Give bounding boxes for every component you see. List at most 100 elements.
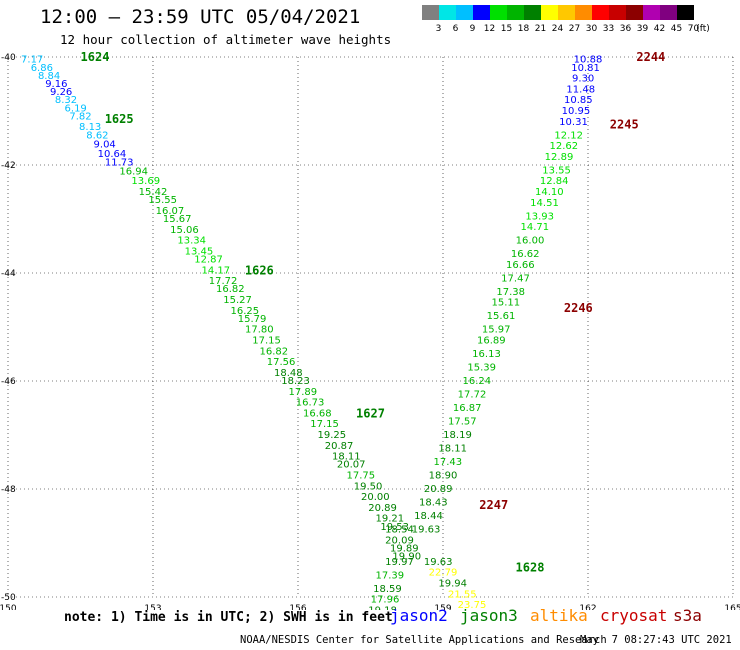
colorbar-level-label: 36: [619, 24, 632, 34]
colorbar-swatch: [473, 5, 490, 20]
colorbar-level-label: 30: [585, 24, 598, 34]
swh-point-right-track: 19.63: [424, 557, 453, 568]
swh-point-right-track: 16.00: [516, 236, 545, 247]
swh-point-left-track: 9.16: [45, 79, 67, 90]
time-label: 1625: [105, 112, 134, 126]
y-tick-label: -50: [1, 593, 16, 603]
swh-point-left-track: 19.97: [385, 557, 414, 568]
swh-point-left-track: 17.75: [347, 471, 376, 482]
swh-point-right-track: 10.95: [562, 106, 591, 117]
x-tick-label: 165: [724, 604, 740, 610]
swh-point-left-track: 15.27: [223, 295, 252, 306]
swh-point-right-track: 18.90: [429, 471, 458, 482]
swh-point-right-track: 16.62: [511, 249, 540, 260]
swh-point-right-track: 23.75: [458, 600, 487, 610]
swh-point-left-track: 16.25: [231, 306, 260, 317]
swh-point-right-track: 18.11: [438, 444, 467, 455]
swh-point-left-track: 16.94: [119, 166, 148, 177]
x-tick-label: 162: [579, 604, 596, 610]
swh-point-left-track: 13.69: [131, 176, 160, 187]
colorbar-level-label: 6: [452, 24, 459, 34]
swh-point-left-track: 15.06: [170, 225, 199, 236]
swh-point-left-track: 20.07: [337, 460, 366, 471]
colorbar-swatch: [609, 5, 626, 20]
swh-point-right-track: 12.62: [550, 141, 579, 152]
swh-point-right-track: 13.93: [525, 211, 554, 222]
swh-point-left-track: 17.80: [245, 325, 274, 336]
swh-point-right-track: 10.88: [574, 55, 603, 66]
legend-altika: altika: [530, 606, 588, 625]
swh-point-right-track: 17.57: [448, 417, 477, 428]
swh-point-right-track: 14.71: [521, 222, 550, 233]
colorbar-level-label: 33: [602, 24, 615, 34]
swh-point-left-track: 18.54: [385, 525, 414, 536]
swh-point-right-track: 11.48: [566, 84, 595, 95]
swh-point-left-track: 19.50: [354, 481, 383, 492]
swh-point-left-track: 18.11: [332, 452, 361, 463]
swh-point-left-track: 9.26: [50, 87, 72, 98]
swh-point-right-track: 16.13: [472, 349, 501, 360]
time-label: 1628: [516, 560, 545, 574]
swh-point-right-track: 17.72: [458, 390, 487, 401]
swh-point-left-track: 8.62: [86, 130, 108, 141]
colorbar-swatch: [490, 5, 507, 20]
swh-point-left-track: 8.13: [79, 122, 101, 133]
swh-point-left-track: 20.89: [368, 503, 397, 514]
colorbar-level-label: 21: [534, 24, 547, 34]
colorbar-level-label: 3: [435, 24, 442, 34]
altimeter-plot: 150 153 156 159 162 165 -40 -42 -44 -46 -48 -50 7.17…: [0, 50, 740, 611]
swh-point-left-track: 15.67: [163, 214, 192, 225]
swh-point-right-track: 13.55: [542, 165, 571, 176]
colorbar-swatch: [541, 5, 558, 20]
time-label: 2244: [636, 50, 665, 64]
swh-point-left-track: 7.17: [21, 55, 43, 66]
colorbar-swatch: [507, 5, 524, 20]
legend-jason3: jason3: [460, 606, 518, 625]
swh-point-left-track: 17.15: [252, 336, 281, 347]
swh-point-left-track: 6.86: [31, 63, 53, 74]
chart-subtitle: 12 hour collection of altimeter wave hei…: [60, 32, 392, 47]
swh-point-right-track: 18.43: [419, 498, 448, 509]
swh-point-right-track: 16.87: [453, 403, 482, 414]
swh-point-right-track: 10.81: [571, 63, 600, 74]
swh-point-right-track: 17.38: [496, 287, 525, 298]
swh-point-left-track: 16.73: [296, 398, 325, 409]
swh-point-left-track: 7.82: [69, 111, 91, 122]
colorbar-level-label: 27: [568, 24, 581, 34]
x-tick-label: 153: [144, 604, 161, 610]
swh-point-right-track: 15.11: [492, 298, 521, 309]
swh-point-left-track: 19.90: [392, 552, 421, 563]
colorbar-swatch: [660, 5, 677, 20]
swh-point-left-track: 20.87: [325, 441, 354, 452]
time-label: 2247: [479, 498, 508, 512]
swh-point-left-track: 9.04: [94, 139, 116, 150]
colorbar-swatch: [626, 5, 643, 20]
colorbar-unit-label: (ft): [696, 24, 710, 34]
credit-line: NOAA/NESDIS Center for Satellite Applica…: [240, 634, 607, 646]
colorbar-swatch: [422, 5, 439, 20]
swh-point-left-track: 14.17: [202, 265, 231, 276]
swh-point-left-track: 17.39: [376, 570, 405, 581]
swh-point-right-track: 22.79: [429, 568, 458, 579]
swh-point-left-track: 15.55: [148, 195, 177, 206]
swh-point-right-track: 9.30: [572, 74, 594, 85]
swh-point-left-track: 19.89: [390, 543, 419, 554]
colorbar-level-label: 42: [653, 24, 666, 34]
swh-point-left-track: 12.87: [194, 255, 223, 266]
colorbar-level-label: 9: [469, 24, 476, 34]
generation-timestamp: May 7 08:27:43 UTC 2021: [580, 634, 732, 646]
swh-point-right-track: 16.89: [477, 336, 506, 347]
swh-point-right-track: 18.19: [443, 430, 472, 441]
swh-point-right-track: 19.94: [438, 579, 467, 590]
swh-point-left-track: 16.68: [303, 408, 332, 419]
swh-point-right-track: 18.44: [414, 511, 443, 522]
time-label: 1624: [81, 50, 110, 64]
swh-point-left-track: 16.82: [216, 284, 245, 295]
swh-point-left-track: 17.96: [371, 595, 400, 606]
swh-point-left-track: 19.25: [318, 430, 347, 441]
swh-point-left-track: 19.18: [368, 606, 397, 611]
swh-point-left-track: 8.32: [55, 95, 77, 106]
swh-point-left-track: 13.45: [185, 246, 214, 257]
swh-point-left-track: 15.42: [139, 187, 168, 198]
swh-point-left-track: 16.07: [156, 206, 185, 217]
